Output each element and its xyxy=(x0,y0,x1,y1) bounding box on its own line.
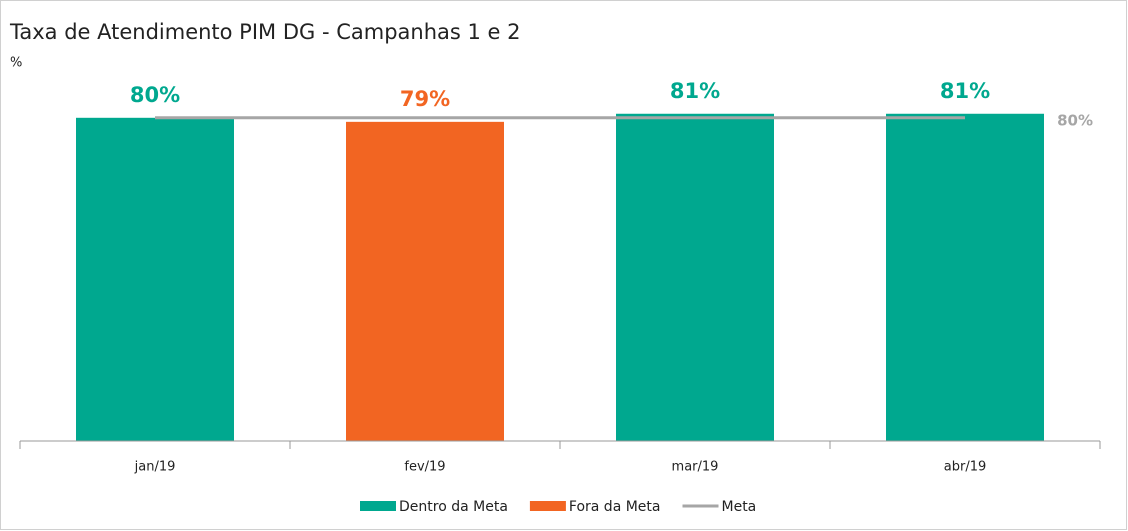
data-label: 81% xyxy=(940,79,990,103)
bar xyxy=(346,121,504,441)
y-axis-label: % xyxy=(10,56,22,71)
data-label: 81% xyxy=(670,79,720,103)
x-tick-label: mar/19 xyxy=(672,460,719,475)
chart-title: Taxa de Atendimento PIM DG - Campanhas 1… xyxy=(9,20,521,44)
data-label: 80% xyxy=(130,83,180,107)
bar xyxy=(616,113,774,441)
line-label: 80% xyxy=(1057,111,1093,129)
x-tick-label: fev/19 xyxy=(404,460,445,475)
bar xyxy=(76,117,234,442)
legend-swatch xyxy=(360,501,396,511)
x-tick-label: abr/19 xyxy=(944,460,987,475)
legend-swatch xyxy=(529,501,566,511)
legend-label: Meta xyxy=(722,499,757,515)
legend-label: Dentro da Meta xyxy=(399,499,508,515)
x-tick-label: jan/19 xyxy=(134,460,176,475)
data-label: 79% xyxy=(400,87,450,111)
legend-label: Fora da Meta xyxy=(569,499,661,515)
bar xyxy=(886,113,1044,441)
